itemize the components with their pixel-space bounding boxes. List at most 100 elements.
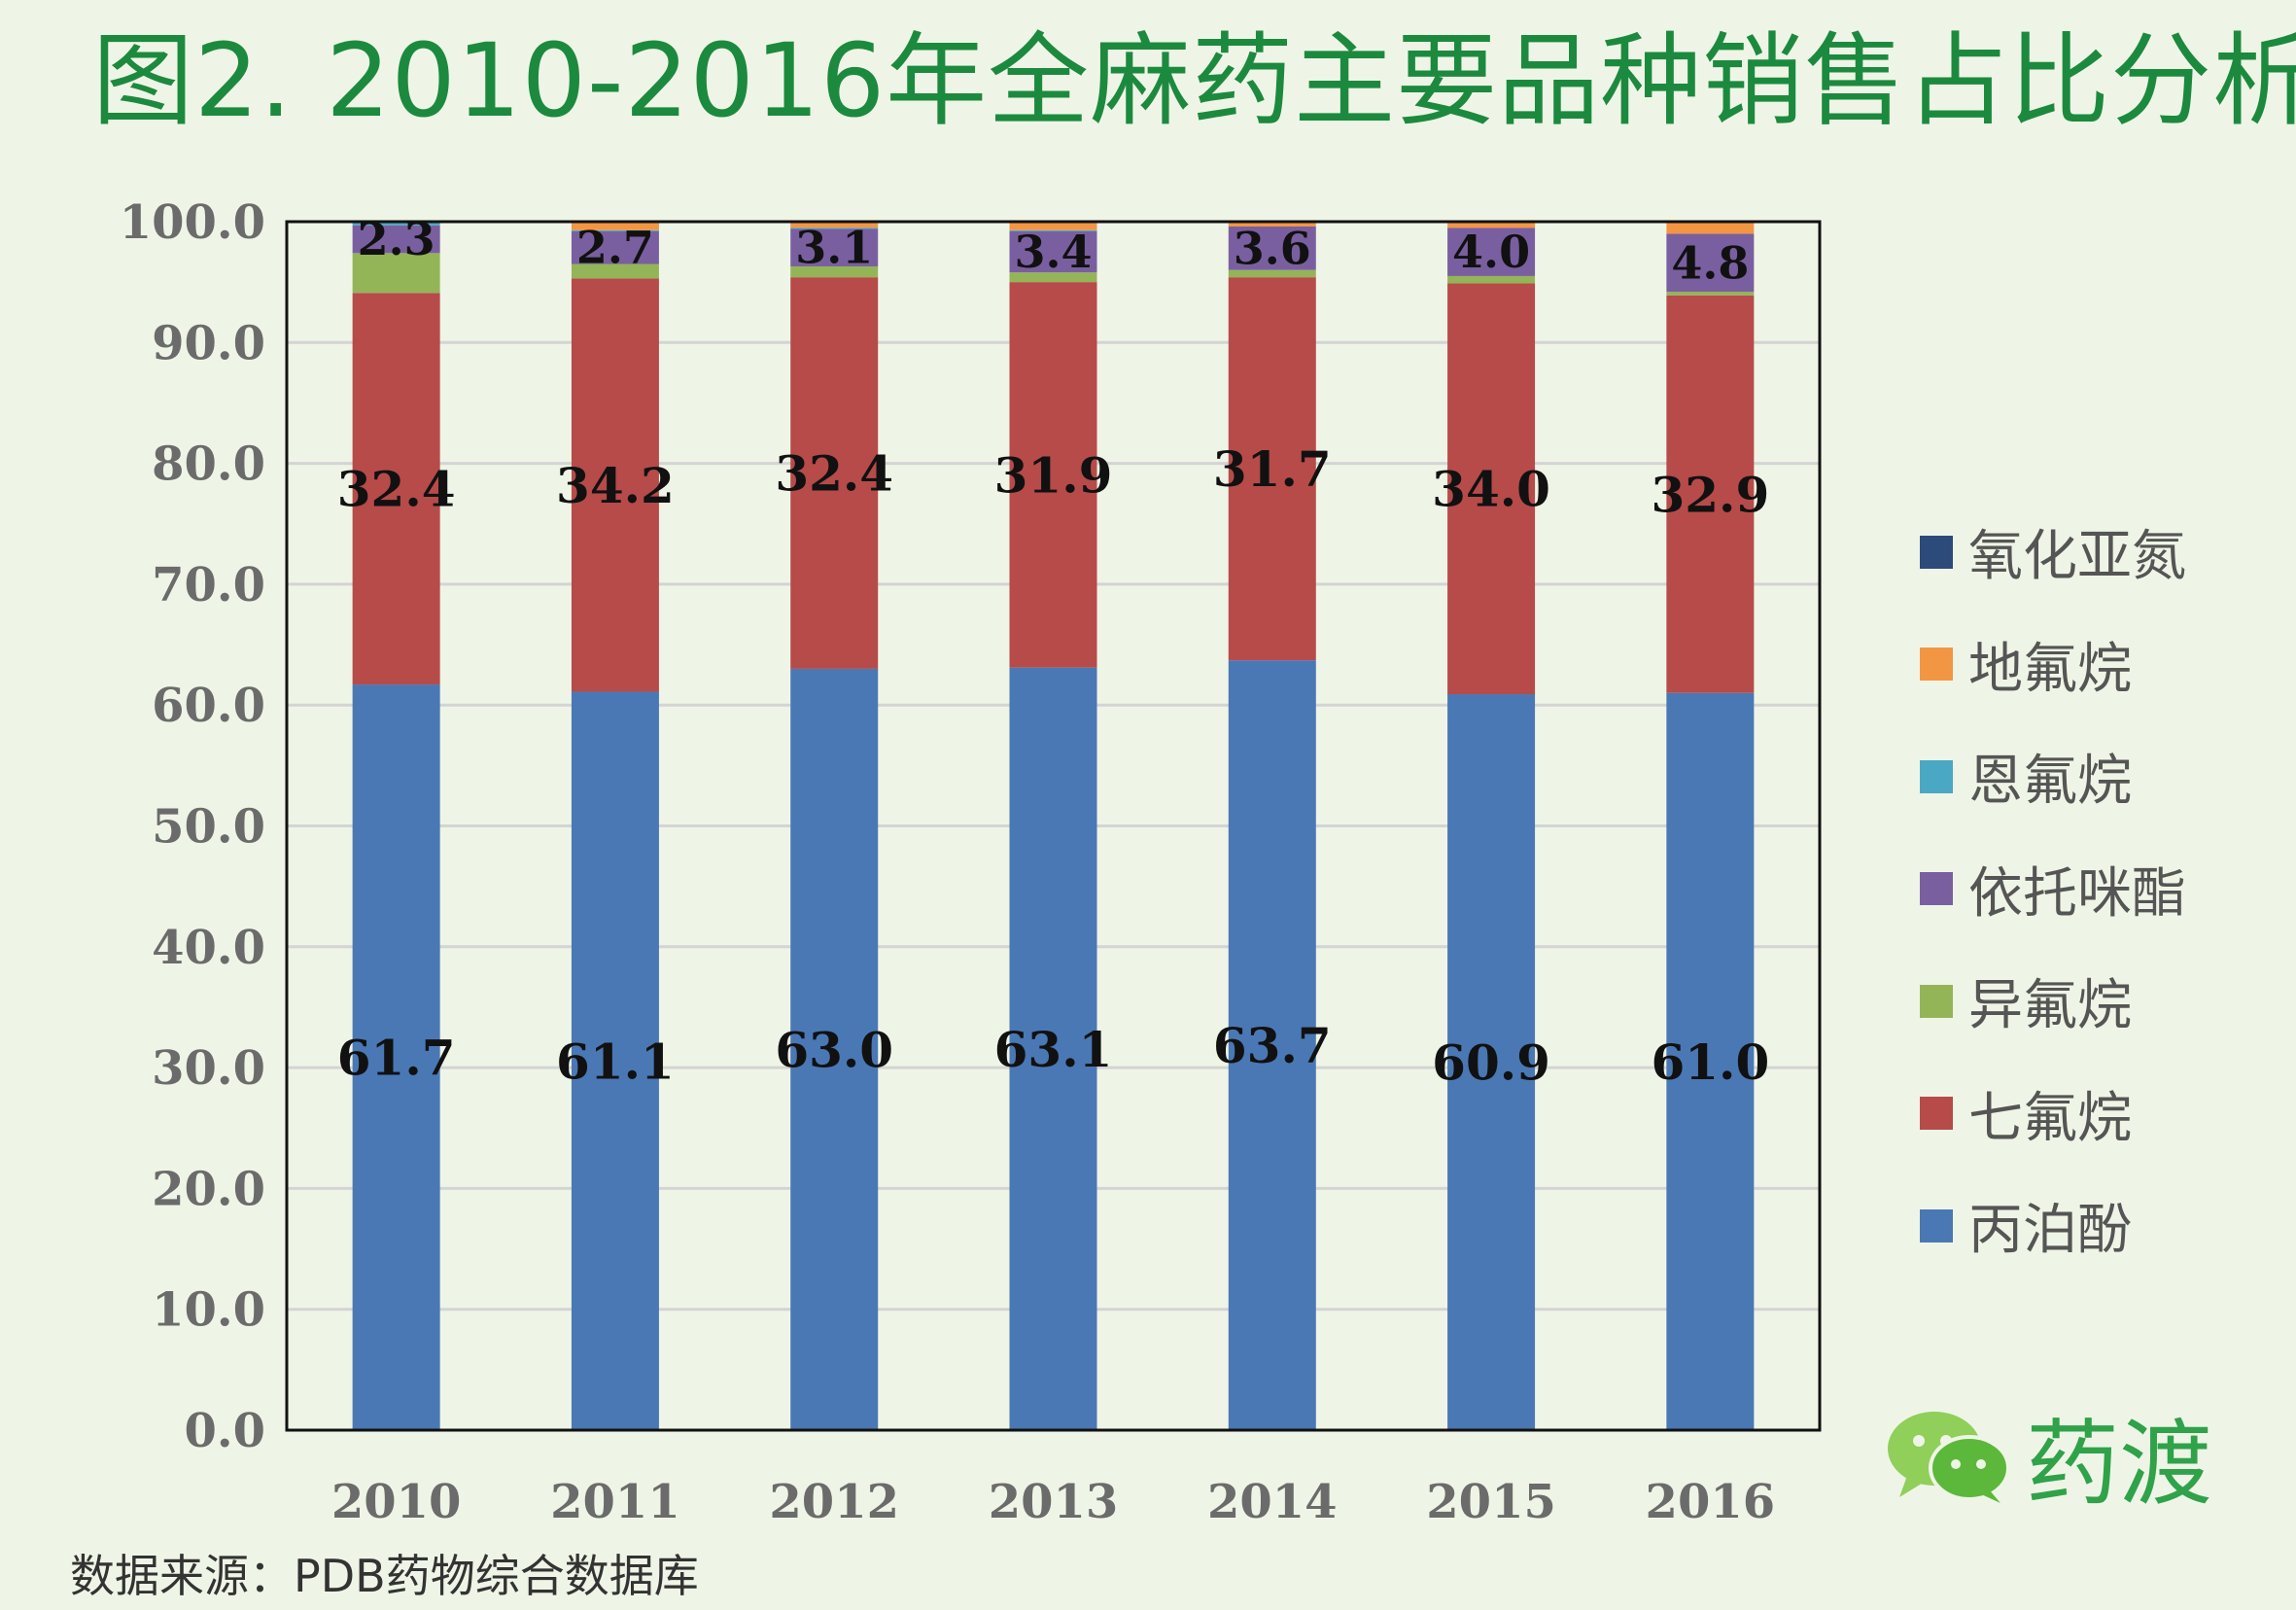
data-label: 31.7: [1213, 440, 1332, 498]
bar-segment: [1009, 282, 1097, 668]
data-label: 34.0: [1432, 461, 1550, 518]
legend-item: 丙泊酚: [1920, 1170, 2186, 1282]
legend-label: 地氟烷: [1968, 637, 2132, 701]
y-tick-label: 0.0: [184, 1404, 265, 1458]
page-title: 图2. 2010-2016年全麻药主要品种销售占比分析: [92, 21, 2296, 140]
y-tick-label: 80.0: [152, 438, 265, 492]
data-label: 61.1: [556, 1032, 675, 1090]
legend-item: 恩氟烷: [1920, 720, 2186, 833]
legend-swatch: [1920, 759, 1953, 793]
legend-swatch: [1920, 648, 1953, 682]
bar-segment: [1666, 222, 1755, 234]
x-tick-label: 2015: [1426, 1475, 1556, 1529]
legend-item: 七氟烷: [1920, 1058, 2186, 1171]
data-labels: 61.732.42.361.134.22.763.032.43.163.131.…: [337, 213, 1769, 1091]
legend-swatch: [1920, 984, 1953, 1018]
data-label: 61.7: [337, 1030, 456, 1087]
brand-logo: 药渡: [1886, 1388, 2212, 1523]
data-label: 3.4: [1014, 226, 1092, 278]
bar-segment: [1666, 292, 1755, 296]
bar-segment: [1009, 222, 1097, 230]
y-tick-label: 90.0: [152, 316, 265, 370]
bar-segment: [790, 668, 879, 1430]
data-label: 63.1: [994, 1021, 1113, 1078]
bar-segment: [1009, 667, 1097, 1430]
bar-segment: [1228, 269, 1316, 278]
bar-segment: [790, 277, 879, 669]
bar-segment: [1666, 233, 1755, 293]
y-tick-label: 60.0: [152, 679, 265, 733]
legend-swatch: [1920, 1097, 1953, 1131]
x-tick-label: 2013: [989, 1475, 1119, 1529]
brand-name: 药渡: [2026, 1410, 2212, 1519]
legend-label: 氧化亚氮: [1968, 525, 2186, 589]
data-label: 31.9: [994, 446, 1113, 504]
data-label: 4.8: [1671, 236, 1749, 289]
y-tick-label: 40.0: [152, 921, 265, 975]
bar-segment: [571, 263, 659, 279]
bar-segment: [1447, 275, 1536, 284]
y-tick-label: 20.0: [152, 1162, 265, 1216]
legend-swatch: [1920, 535, 1953, 569]
legend-swatch: [1920, 1208, 1953, 1242]
x-tick-label: 2014: [1207, 1475, 1338, 1529]
wechat-icon: [1888, 1411, 2010, 1503]
bar-segment: [571, 222, 659, 230]
legend-swatch: [1920, 872, 1953, 906]
data-label: 60.9: [1432, 1034, 1550, 1092]
bar-segment: [1228, 226, 1316, 270]
bar-segment: [1447, 694, 1536, 1430]
bar-segment: [571, 229, 659, 231]
data-label: 63.0: [775, 1021, 893, 1078]
bar-segment: [352, 253, 440, 294]
bar-segment: [790, 228, 879, 266]
bar-segment: [571, 230, 659, 264]
legend-item: 氧化亚氮: [1920, 496, 2186, 609]
bar-segment: [1228, 222, 1316, 227]
axes: 0.0 10.0 20.0 30.0 40.0 50.0 60.0 70.0 80.0 90.0 1…: [120, 195, 1822, 1529]
x-tick-label: 2011: [550, 1475, 680, 1529]
data-label: 2.7: [576, 222, 654, 274]
bar-segment: [571, 278, 659, 692]
x-tick-label: 2010: [331, 1475, 462, 1529]
legend: 氧化亚氮地氟烷恩氟烷依托咪酯异氟烷七氟烷丙泊酚: [1920, 496, 2186, 1282]
legend-label: 丙泊酚: [1968, 1199, 2132, 1263]
bar-segment: [1228, 277, 1316, 661]
data-label: 4.0: [1452, 226, 1530, 278]
legend-item: 地氟烷: [1920, 609, 2186, 721]
legend-label: 七氟烷: [1968, 1086, 2132, 1150]
legend-label: 依托咪酯: [1968, 861, 2186, 926]
stacked-bar-chart: 61.732.42.361.134.22.763.032.43.163.131.…: [120, 195, 1822, 1529]
y-tick-label: 70.0: [152, 558, 265, 612]
bar-segment: [1666, 692, 1755, 1430]
legend-label: 异氟烷: [1968, 974, 2132, 1038]
bar-segment: [1447, 228, 1536, 276]
bar-segment: [352, 293, 440, 685]
bar-segment: [352, 225, 440, 254]
legend-label: 恩氟烷: [1968, 750, 2132, 814]
data-label: 3.1: [795, 222, 873, 274]
plot-frame: [285, 220, 1822, 1432]
y-tick-label: 30.0: [152, 1041, 265, 1096]
bar-segment: [1009, 229, 1097, 231]
bar-segment: [352, 222, 440, 226]
y-tick-label: 50.0: [152, 800, 265, 855]
bar-segment: [1447, 283, 1536, 695]
bar-segment: [1009, 230, 1097, 273]
data-label: 32.9: [1651, 466, 1769, 523]
x-tick-label: 2012: [769, 1475, 899, 1529]
bar-segment: [1009, 272, 1097, 283]
data-label: 61.0: [1651, 1033, 1769, 1091]
y-tick-label: 100.0: [120, 195, 265, 250]
bars: [352, 222, 1755, 1430]
data-label: 63.7: [1213, 1017, 1332, 1074]
bar-segment: [1447, 222, 1536, 228]
y-tick-label: 10.0: [152, 1283, 265, 1338]
data-label: 32.4: [775, 445, 893, 503]
bar-segment: [1666, 295, 1755, 693]
x-tick-label: 2016: [1646, 1475, 1776, 1529]
bar-segment: [790, 265, 879, 278]
bar-segment: [571, 691, 659, 1430]
bar-segment: [352, 684, 440, 1430]
legend-item: 依托咪酯: [1920, 833, 2186, 946]
